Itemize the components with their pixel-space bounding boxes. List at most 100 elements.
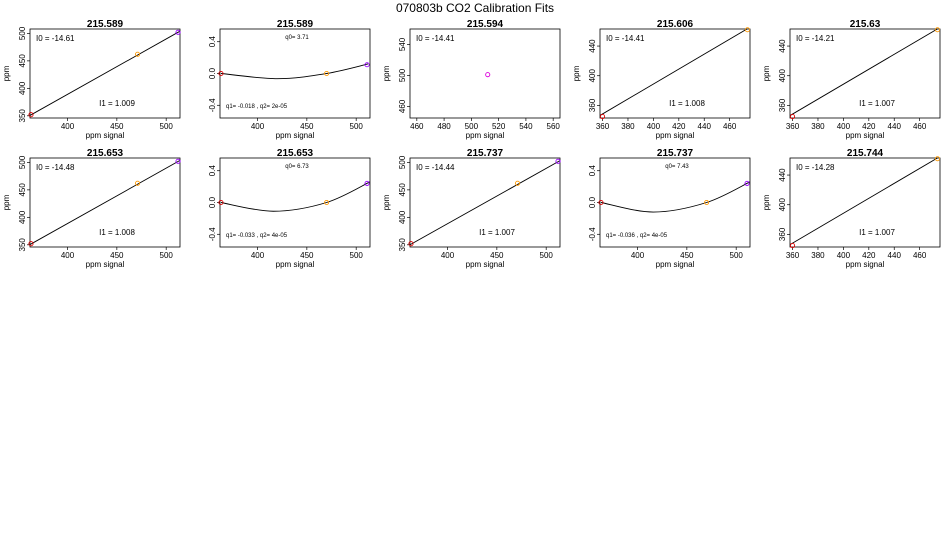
y-tick-label: 400 — [588, 69, 597, 83]
data-point — [704, 199, 710, 206]
plot-frame — [599, 28, 751, 119]
data-point — [408, 241, 414, 247]
x-tick-label: 560 — [547, 122, 561, 131]
x-axis-label: ppm signal — [656, 131, 695, 140]
plot-panel-2: 215.589 400 450 500 -0.4 0.0 0.4 ppm signal q0= … — [208, 19, 371, 140]
data-point — [324, 70, 330, 77]
x-tick-label: 450 — [300, 251, 314, 260]
panel-title: 215.594 — [467, 19, 504, 30]
data-point — [485, 72, 491, 78]
x-tick-label: 400 — [251, 122, 265, 131]
annotation-i0: I0 = -14.28 — [796, 163, 835, 172]
x-axis-label: ppm signal — [466, 260, 505, 269]
x-tick-label: 380 — [811, 122, 825, 131]
x-axis-label: ppm signal — [276, 260, 315, 269]
annotation-i0: I0 = -14.61 — [36, 34, 75, 43]
y-tick-label: 0.0 — [208, 196, 217, 208]
annotation-q1: q1= -0.036 , q2= 4e-05 — [606, 233, 668, 239]
y-tick-label: 440 — [778, 168, 787, 182]
annotation-q1: q1= -0.018 , q2= 2e-05 — [226, 104, 288, 110]
x-tick-label: 480 — [437, 122, 451, 131]
fit-line — [790, 158, 939, 245]
panel-title: 215.589 — [277, 19, 314, 30]
x-tick-label: 500 — [160, 251, 174, 260]
data-point — [364, 62, 370, 68]
y-axis-label: ppm — [762, 65, 771, 81]
x-tick-label: 400 — [441, 251, 455, 260]
fit-line — [600, 29, 748, 116]
y-tick-label: 0.0 — [208, 67, 217, 79]
x-tick-label: 440 — [888, 122, 902, 131]
y-tick-label: 360 — [778, 98, 787, 112]
x-axis-label: ppm signal — [86, 260, 125, 269]
y-tick-label: 360 — [588, 98, 597, 112]
x-tick-label: 460 — [913, 251, 927, 260]
annotation-i0: I0 = -14.48 — [36, 163, 75, 172]
y-tick-label: 350 — [398, 238, 407, 252]
x-tick-label: 440 — [888, 251, 902, 260]
y-axis-label: ppm — [2, 65, 11, 81]
data-point — [598, 199, 604, 206]
y-tick-label: 0.0 — [588, 196, 597, 208]
x-tick-label: 360 — [786, 122, 800, 131]
y-tick-label: 500 — [18, 155, 27, 169]
x-tick-label: 420 — [862, 251, 876, 260]
fit-line — [790, 29, 939, 116]
y-tick-label: 400 — [778, 69, 787, 83]
plot-frame — [789, 157, 941, 248]
plot-frame — [29, 157, 181, 248]
annotation-i1: I1 = 1.007 — [859, 228, 895, 237]
data-point — [175, 158, 181, 164]
fit-line — [410, 160, 560, 246]
data-point — [324, 199, 330, 206]
y-tick-label: 350 — [18, 109, 27, 123]
y-tick-label: 450 — [18, 54, 27, 68]
panel-title: 215.653 — [277, 148, 314, 159]
annotation-i1: I1 = 1.008 — [99, 228, 135, 237]
y-tick-label: 500 — [18, 26, 27, 40]
panel-title: 215.737 — [657, 148, 694, 159]
fit-curve — [220, 181, 370, 212]
plot-frame — [409, 157, 561, 248]
y-axis-label: ppm — [382, 65, 391, 81]
x-tick-label: 380 — [811, 251, 825, 260]
y-tick-label: 400 — [778, 198, 787, 212]
x-tick-label: 460 — [723, 122, 737, 131]
annotation-q0: q0= 3.71 — [285, 35, 309, 41]
y-tick-label: 0.4 — [208, 165, 217, 177]
plot-panel-9: 215.737 400 450 500 -0.4 0.0 0.4 ppm signal q0= … — [588, 148, 751, 269]
data-point — [789, 242, 796, 249]
x-tick-label: 360 — [786, 251, 800, 260]
x-tick-label: 520 — [492, 122, 506, 131]
y-axis-label: ppm — [382, 194, 391, 210]
y-tick-label: 440 — [778, 39, 787, 53]
y-tick-label: 500 — [398, 68, 407, 82]
figure-title: 070803b CO2 Calibration Fits — [395, 1, 555, 15]
data-point — [218, 70, 224, 77]
annotation-i1: I1 = 1.009 — [99, 99, 135, 108]
x-axis-label: ppm signal — [276, 131, 315, 140]
x-tick-label: 500 — [350, 251, 364, 260]
panel-title: 215.653 — [87, 148, 124, 159]
panel-title: 215.737 — [467, 148, 504, 159]
data-point — [934, 27, 941, 33]
annotation-i0: I0 = -14.21 — [796, 34, 835, 43]
annotation-i1: I1 = 1.007 — [479, 228, 515, 237]
y-tick-label: 360 — [778, 227, 787, 241]
x-tick-label: 500 — [540, 251, 554, 260]
fit-curve — [600, 181, 750, 213]
data-point — [364, 180, 370, 186]
x-tick-label: 400 — [631, 251, 645, 260]
x-tick-label: 500 — [730, 251, 744, 260]
y-tick-label: 400 — [18, 81, 27, 95]
panel-title: 215.744 — [847, 148, 884, 159]
x-tick-label: 450 — [680, 251, 694, 260]
panel-title: 215.63 — [850, 19, 881, 30]
annotation-i0: I0 = -14.44 — [416, 163, 455, 172]
y-axis-label: ppm — [2, 194, 11, 210]
panel-title: 215.589 — [87, 19, 124, 30]
x-tick-label: 540 — [519, 122, 533, 131]
y-tick-label: -0.4 — [208, 98, 217, 112]
data-point — [934, 156, 941, 162]
